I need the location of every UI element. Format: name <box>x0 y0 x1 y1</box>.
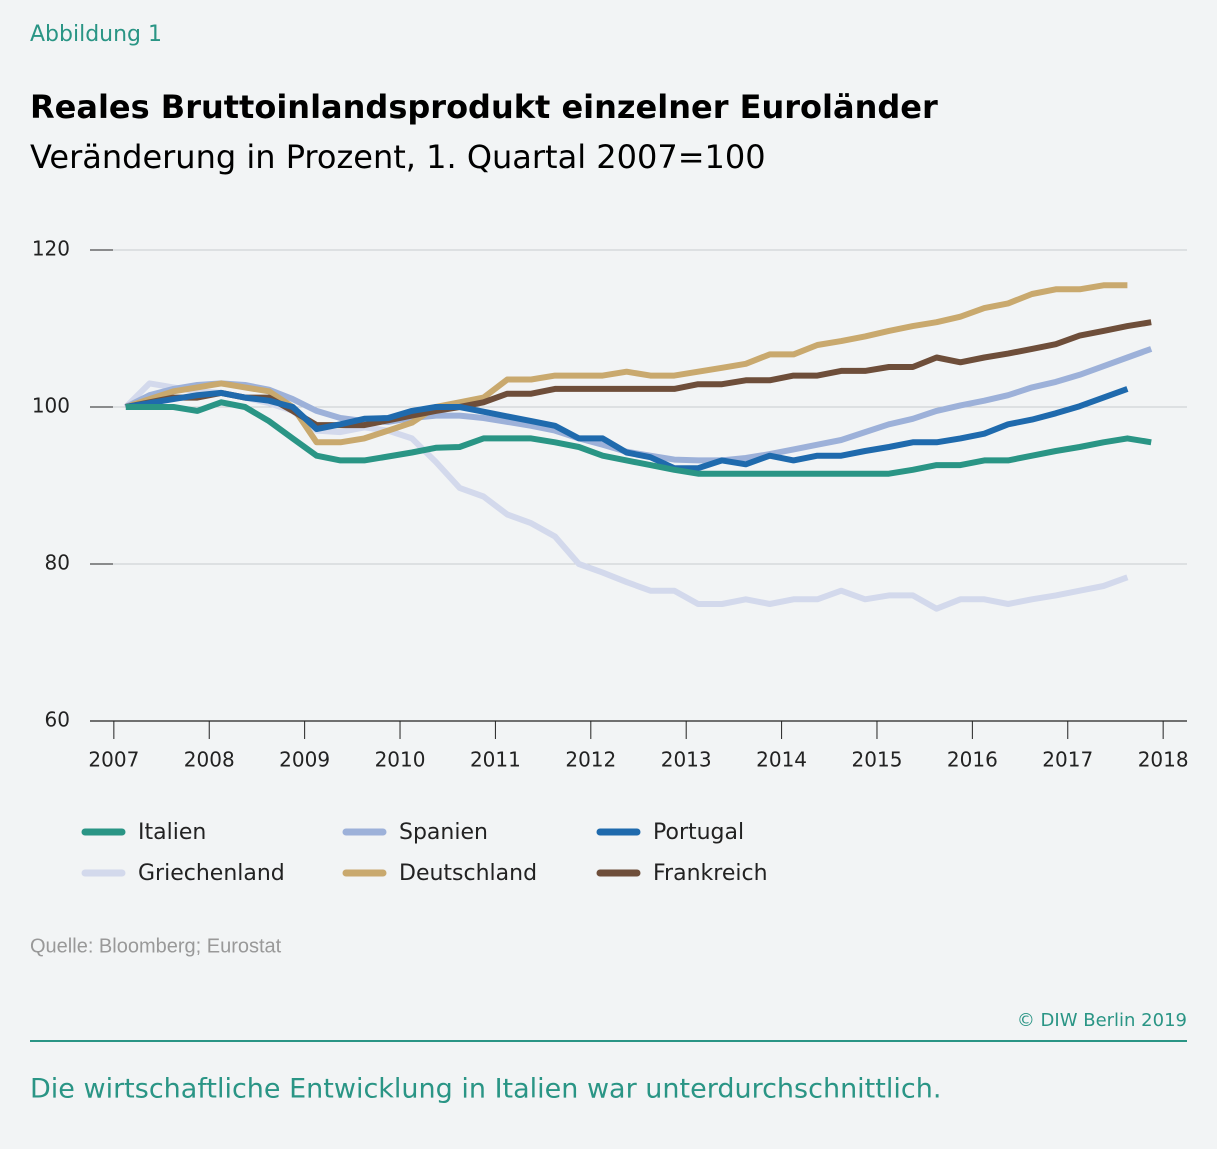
chart-title: Reales Bruttoinlandsprodukt einzelner Eu… <box>30 88 938 126</box>
legend-label: Frankreich <box>653 861 768 886</box>
x-tick-label: 2017 <box>1042 748 1093 772</box>
x-tick-label: 2008 <box>184 748 235 772</box>
x-tick-label: 2009 <box>279 748 330 772</box>
x-tick-label: 2014 <box>756 748 807 772</box>
legend-label: Griechenland <box>138 861 285 886</box>
y-tick-label: 60 <box>45 708 70 732</box>
source: Quelle: Bloomberg; Eurostat <box>30 935 282 957</box>
legend-label: Portugal <box>653 820 744 845</box>
x-tick-label: 2018 <box>1138 748 1189 772</box>
figure-label: Abbildung 1 <box>30 22 162 47</box>
legend-label: Spanien <box>399 820 488 845</box>
legend-label: Italien <box>138 820 206 845</box>
legend-label: Deutschland <box>399 861 537 886</box>
series-line <box>125 399 1152 477</box>
chart-subtitle: Veränderung in Prozent, 1. Quartal 2007=… <box>30 138 766 176</box>
series-line <box>125 386 1129 472</box>
x-tick-label: 2015 <box>852 748 903 772</box>
x-tick-label: 2010 <box>375 748 426 772</box>
copyright: © DIW Berlin 2019 <box>1017 1010 1187 1031</box>
series-line <box>124 282 1128 446</box>
y-tick-label: 120 <box>32 237 70 261</box>
x-tick-label: 2016 <box>947 748 998 772</box>
caption: Die wirtschaftliche Entwicklung in Itali… <box>30 1074 941 1105</box>
series-line <box>123 380 1129 612</box>
x-tick-label: 2012 <box>565 748 616 772</box>
y-tick-label: 100 <box>32 394 70 418</box>
x-tick-label: 2007 <box>88 748 139 772</box>
x-tick-label: 2011 <box>470 748 521 772</box>
x-tick-label: 2013 <box>661 748 712 772</box>
y-tick-label: 80 <box>45 551 70 575</box>
